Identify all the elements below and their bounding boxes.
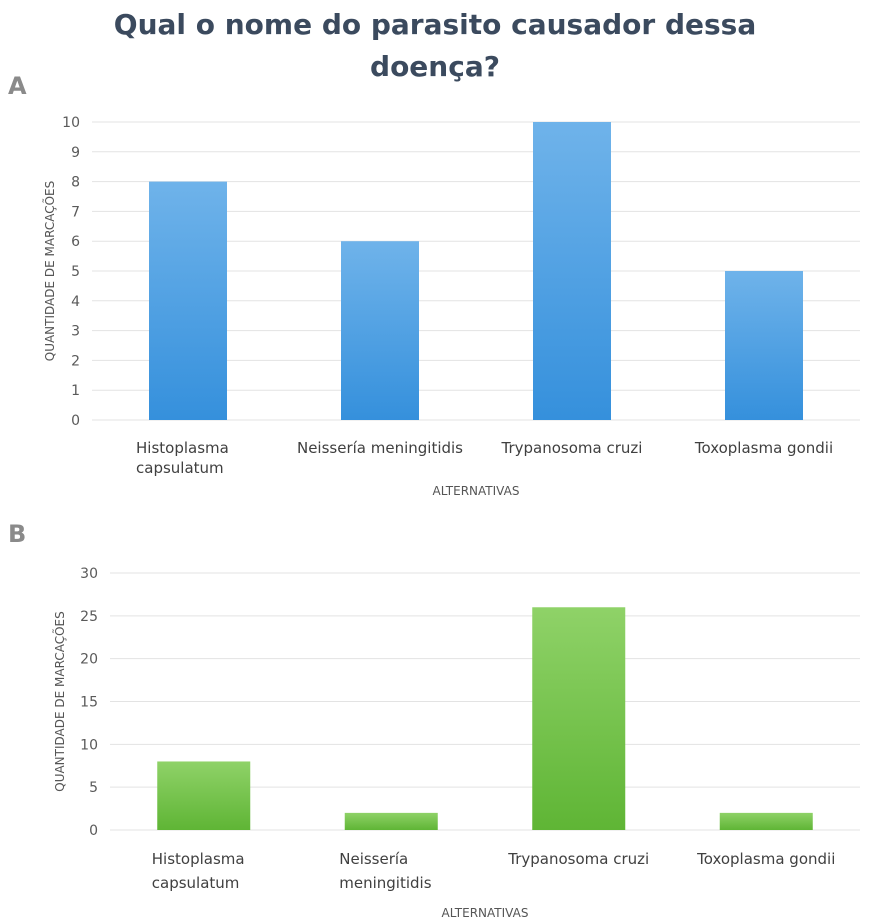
chart-a-y-tick-label: 1 bbox=[71, 383, 80, 399]
chart-b-y-axis-label: QUANTIDADE DE MARCAÇÕES bbox=[52, 611, 67, 792]
chart-a-y-tick-label: 10 bbox=[62, 115, 80, 131]
chart-a-y-tick-label: 7 bbox=[71, 204, 80, 220]
chart-a-y-axis-label: QUANTIDADE DE MARCAÇÕES bbox=[42, 181, 57, 362]
chart-b-category-label: capsulatum bbox=[152, 874, 240, 892]
chart-title-line-1: Qual o nome do parasito causador dessa bbox=[113, 8, 757, 41]
chart-a-category-label: Trypanosoma cruzi bbox=[501, 439, 643, 457]
chart-a-bar bbox=[149, 181, 227, 420]
chart-a-category-label: capsulatum bbox=[136, 459, 224, 477]
chart-a-y-tick-label: 5 bbox=[71, 264, 80, 280]
chart-a-bar bbox=[533, 122, 611, 420]
chart-a-y-tick-label: 2 bbox=[71, 353, 80, 369]
chart-b-category-label: meningitidis bbox=[339, 874, 431, 892]
chart-a-y-tick-label: 0 bbox=[71, 413, 80, 429]
chart-b-category-label: Histoplasma bbox=[152, 850, 245, 868]
chart-a-y-tick-label: 4 bbox=[71, 294, 80, 310]
chart-b-y-tick-label: 20 bbox=[80, 652, 98, 668]
chart-b-y-tick-label: 30 bbox=[80, 566, 98, 582]
chart-a-y-tick-label: 6 bbox=[71, 234, 80, 250]
panel-label-a: A bbox=[8, 72, 27, 100]
chart-a-category-label: Toxoplasma gondii bbox=[694, 439, 833, 457]
chart-b-bar bbox=[344, 812, 438, 830]
chart-a-x-axis-label: ALTERNATIVAS bbox=[433, 484, 520, 498]
panel-label-b: B bbox=[8, 520, 27, 548]
chart-a-category-label: Histoplasma bbox=[136, 439, 229, 457]
chart-b-y-tick-label: 0 bbox=[89, 823, 98, 839]
chart-b-bar bbox=[532, 607, 626, 830]
chart-a-y-tick-label: 3 bbox=[71, 324, 80, 340]
chart-a-bar bbox=[341, 241, 419, 420]
chart-b-x-axis-label: ALTERNATIVAS bbox=[442, 906, 529, 920]
chart-title-line-2: doença? bbox=[370, 50, 500, 83]
chart-a-bar bbox=[725, 271, 803, 420]
chart-b-y-tick-label: 5 bbox=[89, 780, 98, 796]
chart-b-category-label: Trypanosoma cruzi bbox=[507, 850, 649, 868]
chart-b-bar bbox=[719, 812, 813, 830]
chart-b-category-label: Neissería bbox=[339, 850, 408, 868]
chart-a-y-tick-label: 8 bbox=[71, 175, 80, 191]
chart-b-bar bbox=[157, 761, 251, 830]
chart-b-category-label: Toxoplasma gondii bbox=[696, 850, 835, 868]
chart-b-y-tick-label: 10 bbox=[80, 737, 98, 753]
chart-a-category-label: Neissería meningitidis bbox=[297, 439, 463, 457]
chart-b-y-tick-label: 25 bbox=[80, 609, 98, 625]
chart-title: Qual o nome do parasito causador dessa d… bbox=[0, 4, 870, 88]
chart-b-y-tick-label: 15 bbox=[80, 695, 98, 711]
chart-a-y-tick-label: 9 bbox=[71, 145, 80, 161]
